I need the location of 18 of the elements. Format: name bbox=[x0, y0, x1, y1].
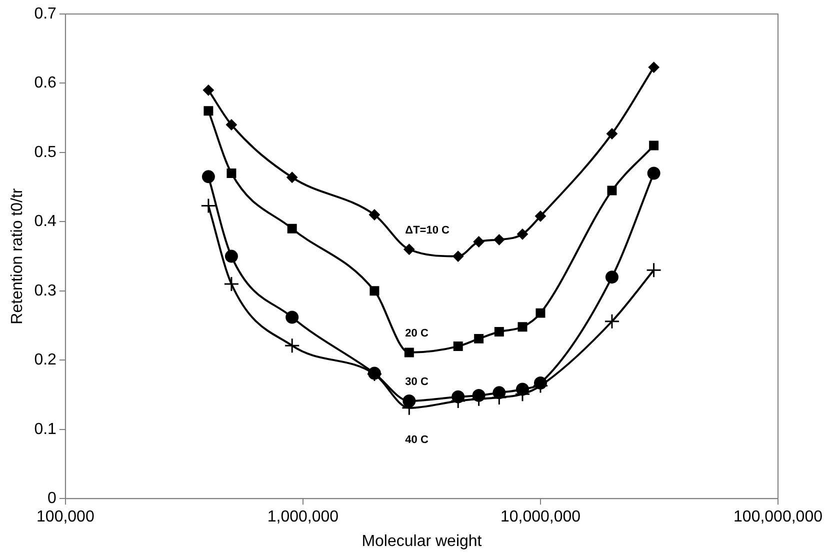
series-label: ΔT=10 C bbox=[405, 224, 450, 236]
y-tick-label: 0.5 bbox=[34, 144, 57, 161]
x-axis-title: Molecular weight bbox=[362, 532, 482, 550]
x-tick-label: 100,000,000 bbox=[734, 508, 823, 526]
series-label: 40 C bbox=[405, 434, 428, 446]
series-label: 30 C bbox=[405, 376, 428, 388]
y-tick-label: 0.4 bbox=[34, 213, 57, 230]
y-tick-label: 0.2 bbox=[34, 352, 57, 369]
series-label: 20 C bbox=[405, 328, 428, 340]
y-tick-label: 0.1 bbox=[34, 420, 57, 438]
y-tick-label: 0.6 bbox=[34, 74, 57, 92]
x-tick-label: 100,000 bbox=[36, 508, 94, 526]
y-axis-title: Retention ratio t0/tr bbox=[9, 188, 26, 324]
x-tick-label: 1,000,000 bbox=[267, 508, 339, 526]
y-tick-label: 0 bbox=[48, 490, 57, 508]
y-tick-label: 0.7 bbox=[34, 5, 57, 22]
y-tick-label: 0.3 bbox=[34, 282, 57, 300]
x-tick-label: 10,000,000 bbox=[500, 508, 581, 526]
